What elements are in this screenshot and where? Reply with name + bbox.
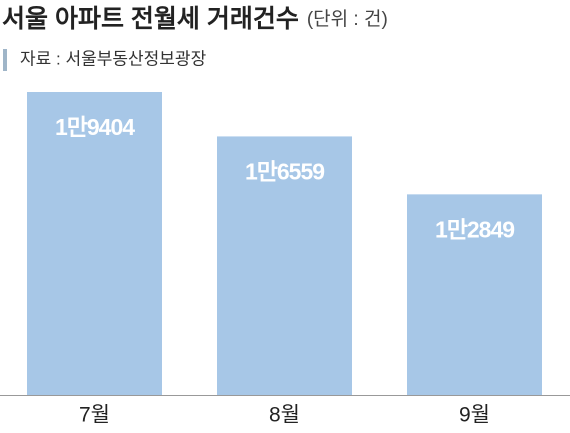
x-tick-label: 9월 [459,404,490,427]
value-label: 1만2849 [435,216,514,242]
unit-note: (단위 : 건) [307,8,388,30]
title-text: 서울 아파트 전월세 거래건수 [2,5,299,33]
x-tick-label: 8월 [269,404,300,427]
bar [217,136,352,395]
value-label: 1만9404 [55,114,135,140]
bar [27,92,162,395]
bar [407,194,542,395]
value-label: 1만6559 [245,159,324,185]
chart-title: 서울 아파트 전월세 거래건수 (단위 : 건) [2,5,388,33]
source: 자료 : 서울부동산정보광장 [20,49,207,68]
source-accent [3,49,7,71]
x-tick-label: 7월 [79,404,110,427]
